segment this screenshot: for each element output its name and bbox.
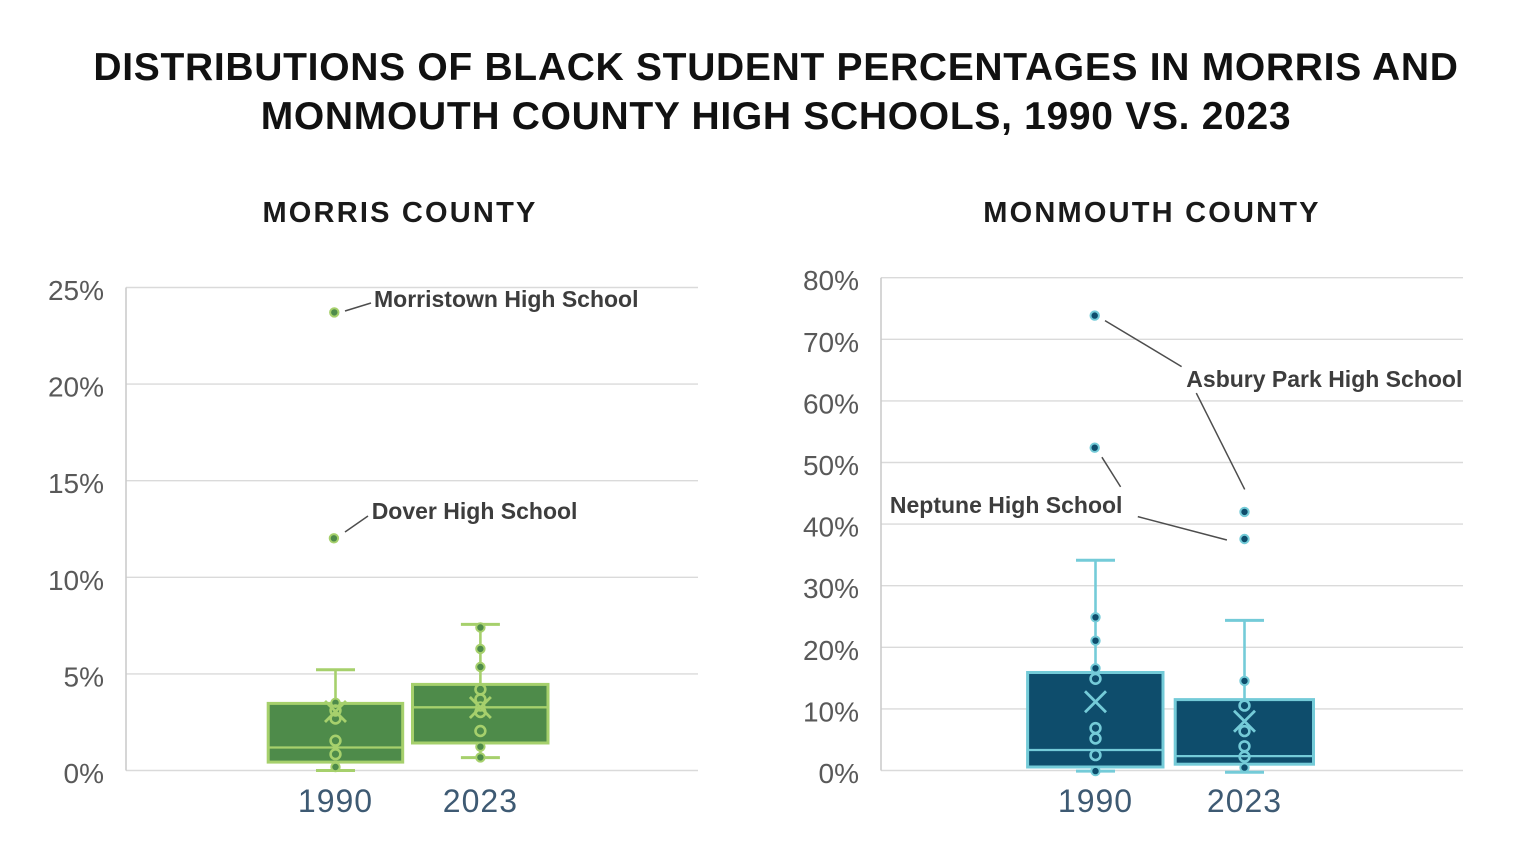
svg-text:30%: 30% (803, 573, 859, 604)
svg-text:60%: 60% (803, 388, 859, 419)
svg-text:10%: 10% (803, 696, 859, 727)
svg-text:20%: 20% (803, 635, 859, 666)
svg-text:Morristown High School: Morristown High School (374, 286, 639, 312)
svg-text:50%: 50% (803, 450, 859, 481)
svg-text:2023: 2023 (1207, 783, 1282, 819)
svg-text:Neptune High School: Neptune High School (890, 492, 1123, 518)
svg-text:MORRIS COUNTY: MORRIS COUNTY (262, 197, 537, 229)
svg-text:5%: 5% (64, 661, 104, 692)
svg-text:2023: 2023 (443, 783, 518, 819)
svg-text:1990: 1990 (298, 783, 373, 819)
svg-text:MONMOUTH COUNTY: MONMOUTH COUNTY (983, 197, 1320, 229)
svg-text:25%: 25% (48, 275, 104, 306)
svg-text:1990: 1990 (1058, 783, 1133, 819)
svg-text:10%: 10% (48, 565, 104, 596)
svg-text:Asbury Park High School: Asbury Park High School (1186, 366, 1462, 392)
svg-text:80%: 80% (803, 265, 859, 296)
svg-text:0%: 0% (819, 758, 859, 789)
svg-text:0%: 0% (64, 758, 104, 789)
svg-text:15%: 15% (48, 468, 104, 499)
svg-text:20%: 20% (48, 372, 104, 403)
svg-text:MONMOUTH COUNTY HIGH SCHOOLS,: MONMOUTH COUNTY HIGH SCHOOLS, 1990 VS. 2… (261, 95, 1292, 138)
svg-text:DISTRIBUTIONS OF BLACK STUDENT: DISTRIBUTIONS OF BLACK STUDENT PERCENTAG… (93, 46, 1458, 89)
svg-text:Dover High School: Dover High School (372, 498, 578, 524)
svg-text:70%: 70% (803, 327, 859, 358)
svg-text:40%: 40% (803, 512, 859, 543)
